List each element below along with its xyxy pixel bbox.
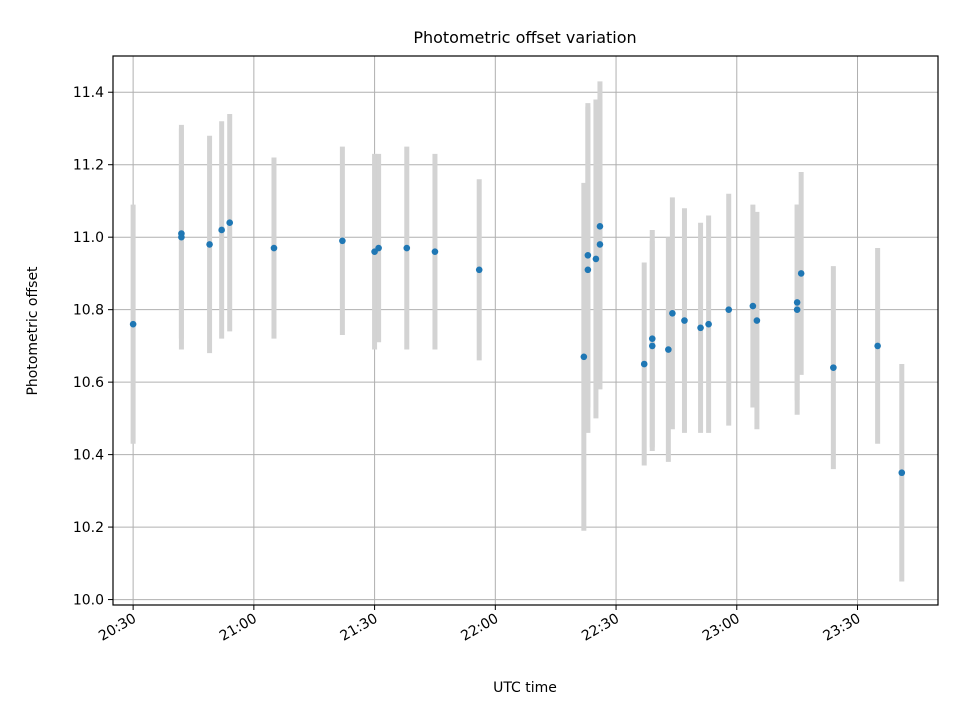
data-point xyxy=(705,320,712,328)
plot-frame xyxy=(112,55,939,606)
data-point xyxy=(874,342,881,350)
y-tick-label: 10.2 xyxy=(73,520,104,536)
data-point xyxy=(697,324,704,332)
x-tick-label: 23:30 xyxy=(821,611,864,645)
y-tick-label: 11.0 xyxy=(73,230,104,246)
x-tick-label: 22:30 xyxy=(579,611,622,645)
data-point xyxy=(584,252,592,259)
data-point xyxy=(596,223,604,230)
y-tick-label: 11.2 xyxy=(73,158,104,174)
data-point xyxy=(725,306,733,313)
data-point xyxy=(830,364,837,371)
data-point xyxy=(403,244,411,252)
chart-title: Photometric offset variation xyxy=(413,28,636,47)
data-point xyxy=(375,244,382,252)
data-point xyxy=(797,270,805,277)
x-tick-label: 23:00 xyxy=(700,611,743,645)
y-axis-ticks: 10.0 10.2 10.4 10.6 10.8 11.0 11.2 11.4 xyxy=(73,85,113,609)
data-point xyxy=(580,353,588,361)
data-point xyxy=(648,335,656,342)
data-point xyxy=(218,226,225,234)
data-point xyxy=(206,241,213,248)
y-tick-label: 10.0 xyxy=(73,593,104,609)
data-point xyxy=(665,346,672,353)
x-axis-ticks: 20:30 21:00 21:30 22:00 22:30 23:00 23:30 xyxy=(96,605,864,645)
data-points xyxy=(129,219,906,477)
data-point xyxy=(339,237,346,245)
y-tick-label: 10.6 xyxy=(73,375,104,391)
data-point xyxy=(898,469,906,477)
data-point xyxy=(749,302,757,310)
data-point xyxy=(596,241,604,248)
x-tick-label: 20:30 xyxy=(96,611,139,645)
data-point xyxy=(793,306,801,313)
data-point xyxy=(270,244,278,252)
x-tick-label: 22:00 xyxy=(458,611,501,645)
data-point xyxy=(129,320,137,328)
y-tick-label: 11.4 xyxy=(73,85,104,101)
data-point xyxy=(669,309,676,317)
x-tick-label: 21:00 xyxy=(217,611,260,645)
y-tick-label: 10.4 xyxy=(73,448,104,464)
y-tick-label: 10.8 xyxy=(73,303,104,319)
data-point xyxy=(475,266,483,274)
x-axis-label: UTC time xyxy=(493,680,557,696)
data-point xyxy=(584,266,592,274)
data-point xyxy=(753,317,761,324)
data-point xyxy=(681,317,688,324)
data-point xyxy=(592,255,600,263)
data-point xyxy=(431,248,439,255)
error-bars xyxy=(130,81,905,582)
grid xyxy=(113,56,938,605)
y-axis-label: Photometric offset xyxy=(25,266,41,396)
data-point xyxy=(640,360,648,368)
data-point xyxy=(178,233,185,241)
x-tick-label: 21:30 xyxy=(338,611,381,645)
data-point xyxy=(793,299,801,306)
data-point xyxy=(648,342,656,350)
data-point xyxy=(226,219,234,226)
